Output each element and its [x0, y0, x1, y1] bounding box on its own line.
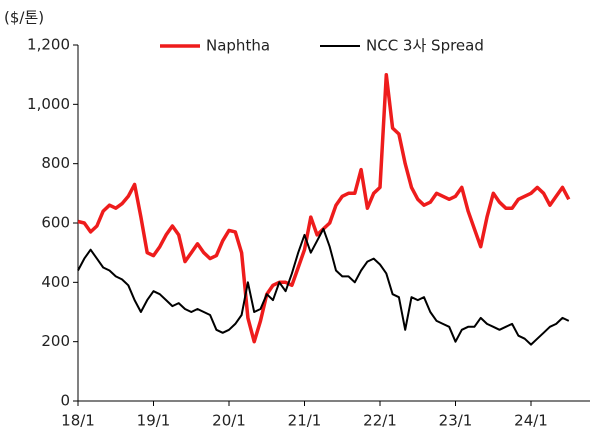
y-tick-label: 0	[60, 392, 70, 410]
x-tick-label: 23/1	[439, 412, 473, 430]
series-line	[77, 72, 571, 344]
series-line	[77, 227, 570, 346]
legend-label: Naphtha	[206, 37, 270, 55]
y-axis-label: ($/톤)	[4, 9, 44, 27]
y-tick-label: 1,000	[27, 95, 70, 113]
y-tick-label: 400	[41, 273, 70, 291]
y-tick-label: 800	[41, 154, 70, 172]
legend-label: NCC 3사 Spread	[366, 37, 484, 55]
y-tick-label: 600	[41, 214, 70, 232]
x-tick-label: 20/1	[212, 412, 246, 430]
x-tick-label: 18/1	[61, 412, 95, 430]
y-tick-label: 200	[41, 332, 70, 350]
x-tick-label: 21/1	[288, 412, 322, 430]
y-tick-label: 1,200	[27, 36, 70, 54]
x-tick-label: 19/1	[137, 412, 171, 430]
x-tick-label: 24/1	[514, 412, 548, 430]
x-tick-label: 22/1	[363, 412, 397, 430]
